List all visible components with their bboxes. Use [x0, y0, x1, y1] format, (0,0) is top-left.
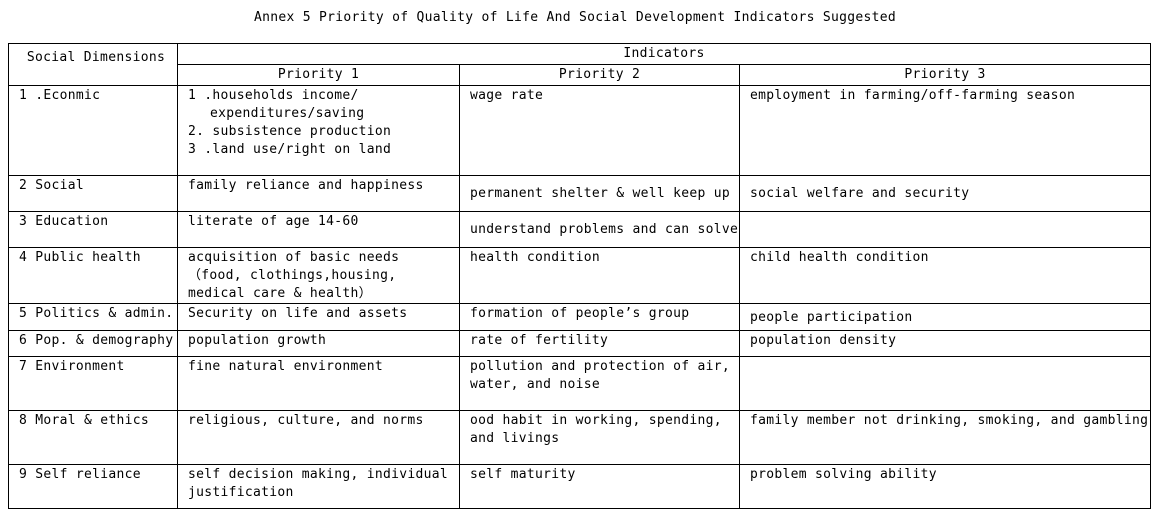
- table-row: 2 Social family reliance and happiness p…: [8, 175, 1152, 212]
- dimension-cell: 4 Public health: [8, 247, 178, 304]
- priority-1-cell: Security on life and assets: [177, 303, 460, 331]
- priority-3-cell: people participation: [738, 303, 1152, 331]
- table-row: 5 Politics & admin. Security on life and…: [8, 303, 1152, 331]
- p1-line: 1 .households income/: [188, 88, 359, 103]
- priority-2-cell: formation of people’s group: [459, 303, 740, 331]
- header-priority-1: Priority 1: [177, 64, 460, 86]
- priority-3-cell: social welfare and security: [738, 175, 1152, 212]
- priority-1-cell: self decision making, individual justifi…: [177, 464, 460, 509]
- priority-3-cell: [738, 356, 1152, 411]
- header-row-top: Social Dimensions Indicators: [8, 43, 1152, 86]
- table-row: 9 Self reliance self decision making, in…: [8, 464, 1152, 509]
- header-row-priorities: Priority 1 Priority 2 Priority 3: [9, 64, 1152, 86]
- priority-1-cell: literate of age 14-60: [177, 211, 460, 248]
- dimension-cell: 2 Social: [8, 175, 178, 212]
- priority-3-cell: problem solving ability: [738, 464, 1152, 509]
- priority-2-cell: wage rate: [459, 85, 740, 176]
- p1-line: expenditures/saving: [210, 106, 365, 121]
- table-row: 3 Education literate of age 14-60 unders…: [8, 211, 1152, 248]
- header-social-dimensions: Social Dimensions: [8, 43, 178, 86]
- table-row: 7 Environment fine natural environment p…: [8, 356, 1152, 411]
- header-priority-3: Priority 3: [738, 64, 1152, 86]
- header-indicators: Indicators: [176, 43, 1152, 65]
- dimension-cell: 7 Environment: [8, 356, 178, 411]
- priority-1-cell: acquisition of basic needs （food, clothi…: [177, 247, 460, 304]
- table-row: 6 Pop. & demography population growth ra…: [8, 330, 1152, 357]
- document-title: Annex 5 Priority of Quality of Life And …: [253, 10, 896, 25]
- dimension-cell: 6 Pop. & demography: [8, 330, 178, 357]
- table-row: 1 .Econmic 1 .households income/ expendi…: [8, 85, 1152, 176]
- priority-1-cell: religious, culture, and norms: [177, 410, 460, 465]
- p1-line: 2. subsistence production: [188, 124, 392, 139]
- indicators-table: Social Dimensions Indicators Priority 1 …: [8, 43, 1152, 509]
- priority-2-cell: pollution and protection of air, water, …: [459, 356, 740, 411]
- priority-1-cell: fine natural environment: [177, 356, 460, 411]
- dimension-cell: 1 .Econmic: [8, 85, 178, 176]
- priority-2-cell: permanent shelter & well keep up: [459, 175, 740, 212]
- priority-3-cell: child health condition: [738, 247, 1152, 304]
- priority-2-cell: health condition: [459, 247, 740, 304]
- priority-1-cell: population growth: [177, 330, 460, 357]
- table-row: 4 Public health acquisition of basic nee…: [8, 247, 1152, 304]
- dimension-cell: 8 Moral & ethics: [8, 410, 178, 465]
- header-priority-2: Priority 2: [459, 64, 740, 86]
- priority-1-cell: 1 .households income/ expenditures/savin…: [177, 85, 460, 176]
- priority-3-cell: [738, 211, 1152, 248]
- priority-3-cell: employment in farming/off-farming season: [738, 85, 1152, 176]
- priority-2-cell: self maturity: [459, 464, 740, 509]
- priority-2-cell: rate of fertility: [459, 330, 740, 357]
- priority-2-cell: ood habit in working, spending, and livi…: [459, 410, 740, 465]
- table-row: 8 Moral & ethics religious, culture, and…: [8, 410, 1152, 465]
- priority-2-cell: understand problems and can solve: [459, 211, 740, 248]
- priority-1-cell: family reliance and happiness: [177, 175, 460, 212]
- priority-3-cell: family member not drinking, smoking, and…: [738, 410, 1152, 465]
- priority-3-cell: population density: [738, 330, 1152, 357]
- dimension-cell: 9 Self reliance: [8, 464, 178, 509]
- p1-line: 3 .land use/right on land: [188, 142, 392, 157]
- dimension-cell: 5 Politics & admin.: [8, 303, 178, 331]
- dimension-cell: 3 Education: [8, 211, 178, 248]
